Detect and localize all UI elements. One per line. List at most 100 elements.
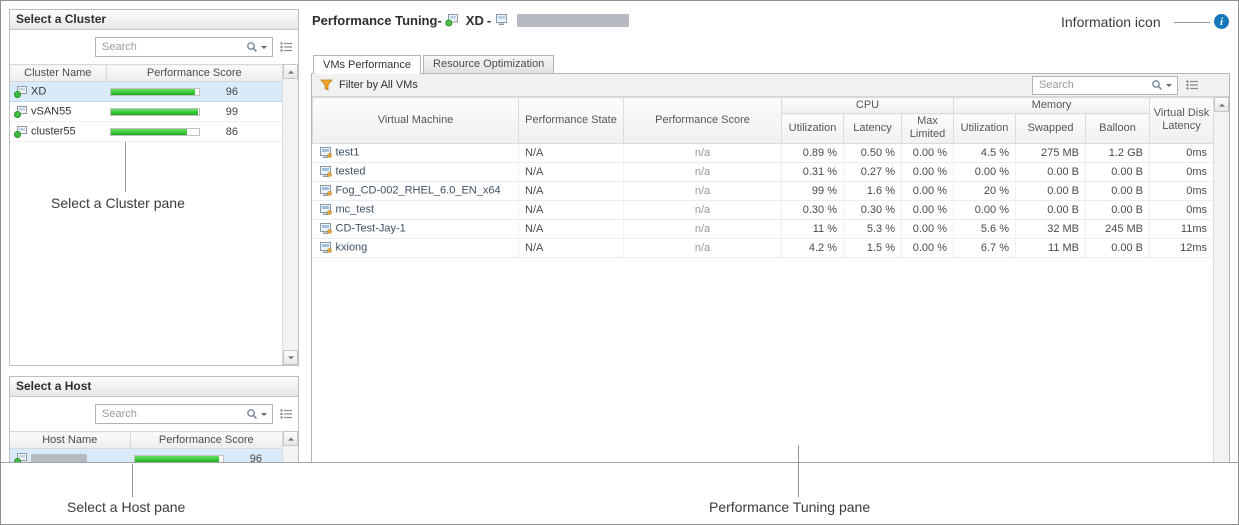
filter-bar: Filter by All VMs (312, 74, 1229, 97)
vm-search-input[interactable] (1035, 79, 1151, 91)
host-pane-title: Select a Host (10, 377, 298, 397)
vm-row[interactable]: test1 N/A n/a 0.89 % 0.50 % 0.00 % 4.5 % 275 MB… (312, 143, 1213, 163)
col-header-cpu-latency[interactable]: Latency (843, 113, 902, 144)
vm-row[interactable]: Fog_CD-002_RHEL_6.0_EN_x64 N/A n/a 99 % 1.6 … (312, 181, 1213, 201)
vm-memory-utilization: 0.00 % (953, 200, 1016, 220)
vm-cpu-max-limited: 0.00 % (901, 200, 954, 220)
vm-cpu-utilization: 11 % (781, 219, 844, 239)
vm-name-cell: tested (312, 162, 519, 182)
host-callout-line (132, 464, 133, 497)
cluster-col-header-name[interactable]: Cluster Name (10, 64, 107, 82)
scroll-up-icon[interactable] (1214, 97, 1229, 112)
host-search-input[interactable] (98, 408, 246, 420)
cluster-row-label: cluster55 (31, 125, 76, 138)
host-col-header-score[interactable]: Performance Score (129, 431, 282, 449)
vm-cpu-max-limited: 0.00 % (901, 181, 954, 201)
vm-performance-score: n/a (623, 162, 782, 182)
col-header-mem-balloon[interactable]: Balloon (1085, 113, 1150, 144)
col-header-performance-score[interactable]: Performance Score (623, 97, 782, 144)
cluster-row-name: vSAN55 (10, 101, 106, 122)
host-col-header-name[interactable]: Host Name (10, 431, 131, 449)
host-grid: Host Name Performance Score 96 (10, 431, 282, 462)
search-icon[interactable] (246, 41, 258, 53)
cluster-icon (445, 13, 459, 27)
vm-cpu-latency: 0.30 % (843, 200, 902, 220)
scroll-up-icon[interactable] (283, 64, 298, 79)
performance-bar (134, 454, 224, 462)
vm-virtual-disk-latency: 0ms (1149, 162, 1213, 182)
vm-performance-state: N/A (518, 181, 624, 201)
customizer-icon[interactable] (280, 41, 293, 53)
cluster-row[interactable]: XD 96 (10, 81, 282, 102)
host-row[interactable]: 96 (10, 448, 282, 462)
col-header-cpu-max-limited[interactable]: Max Limited (901, 113, 954, 144)
vm-virtual-disk-latency: 0ms (1149, 181, 1213, 201)
host-scrollbar[interactable] (282, 431, 298, 462)
vm-name-cell: Fog_CD-002_RHEL_6.0_EN_x64 (312, 181, 519, 201)
vm-name-cell: test1 (312, 143, 519, 163)
performance-bar (110, 127, 200, 136)
search-icon[interactable] (246, 408, 258, 420)
col-header-virtual-disk-latency[interactable]: Virtual Disk Latency (1149, 97, 1213, 144)
vm-name-label: test1 (335, 146, 360, 159)
cluster-table: Cluster Name Performance Score XD 96 vSAN5… (10, 64, 282, 142)
vm-virtual-disk-latency: 0ms (1149, 143, 1213, 163)
customizer-icon[interactable] (280, 408, 293, 420)
col-header-virtual-machine[interactable]: Virtual Machine (312, 97, 519, 144)
vm-name-label: kxiong (335, 241, 368, 254)
host-icon (14, 452, 27, 462)
vm-performance-state: N/A (518, 200, 624, 220)
vm-row[interactable]: kxiong N/A n/a 4.2 % 1.5 % 0.00 % 6.7 % 11 MB 0.… (312, 238, 1213, 258)
vm-search-box (1032, 75, 1178, 95)
cluster-icon (14, 125, 27, 138)
vm-row[interactable]: CD-Test-Jay-1 N/A n/a 11 % 5.3 % 0.00 % 5.6 % 3… (312, 219, 1213, 239)
host-toolbar (10, 397, 298, 431)
search-dropdown-icon[interactable] (1166, 84, 1172, 90)
performance-bar-fill (135, 455, 220, 462)
tab-vms-performance[interactable]: VMs Performance (313, 55, 422, 74)
search-dropdown-icon[interactable] (261, 413, 267, 419)
cluster-search-box (95, 37, 273, 57)
cluster-col-header-score[interactable]: Performance Score (105, 64, 282, 82)
vm-cpu-latency: 0.50 % (843, 143, 902, 163)
vm-cpu-utilization: 99 % (781, 181, 844, 201)
cluster-scrollbar[interactable] (282, 64, 298, 365)
cluster-callout-line (125, 142, 126, 192)
performance-bar (110, 87, 200, 96)
cluster-row[interactable]: cluster55 86 (10, 121, 282, 142)
tab-bar: VMs Performance Resource Optimization (313, 55, 555, 74)
cluster-row-name: cluster55 (10, 121, 106, 142)
cluster-search-input[interactable] (98, 41, 246, 53)
vm-memory-utilization: 4.5 % (953, 143, 1016, 163)
vm-icon (319, 146, 332, 159)
col-header-cpu-utilization[interactable]: Utilization (781, 113, 844, 144)
vm-row[interactable]: mc_test N/A n/a 0.30 % 0.30 % 0.00 % 0.00 % 0.0… (312, 200, 1213, 220)
col-header-mem-utilization[interactable]: Utilization (953, 113, 1016, 144)
scroll-up-icon[interactable] (283, 431, 298, 446)
filter-icon[interactable] (320, 79, 333, 91)
col-header-performance-state[interactable]: Performance State (518, 97, 624, 144)
vm-memory-balloon: 245 MB (1085, 219, 1150, 239)
information-icon[interactable]: i (1214, 14, 1229, 29)
vm-name-label: CD-Test-Jay-1 (335, 222, 406, 235)
vm-memory-utilization: 5.6 % (953, 219, 1016, 239)
search-icon[interactable] (1151, 79, 1163, 91)
title-separator: - (486, 12, 492, 28)
page-title: Performance Tuning- XD - (312, 11, 630, 29)
vm-table-scrollbar[interactable] (1213, 97, 1229, 462)
cluster-callout-label: Select a Cluster pane (51, 195, 185, 211)
cluster-row[interactable]: vSAN55 99 (10, 101, 282, 122)
tab-resource-optimization[interactable]: Resource Optimization (423, 55, 555, 73)
vm-row[interactable]: tested N/A n/a 0.31 % 0.27 % 0.00 % 0.00 % 0.00… (312, 162, 1213, 182)
vm-virtual-disk-latency: 0ms (1149, 200, 1213, 220)
scroll-down-icon[interactable] (283, 350, 298, 365)
vm-virtual-disk-latency: 12ms (1149, 238, 1213, 258)
performance-bar-fill (111, 88, 196, 95)
vm-icon (319, 241, 332, 254)
customizer-icon[interactable] (1186, 79, 1199, 91)
vm-memory-utilization: 20 % (953, 181, 1016, 201)
col-header-mem-swapped[interactable]: Swapped (1015, 113, 1086, 144)
cluster-row-label: XD (31, 85, 47, 98)
vm-performance-score: n/a (623, 200, 782, 220)
search-dropdown-icon[interactable] (261, 46, 267, 52)
